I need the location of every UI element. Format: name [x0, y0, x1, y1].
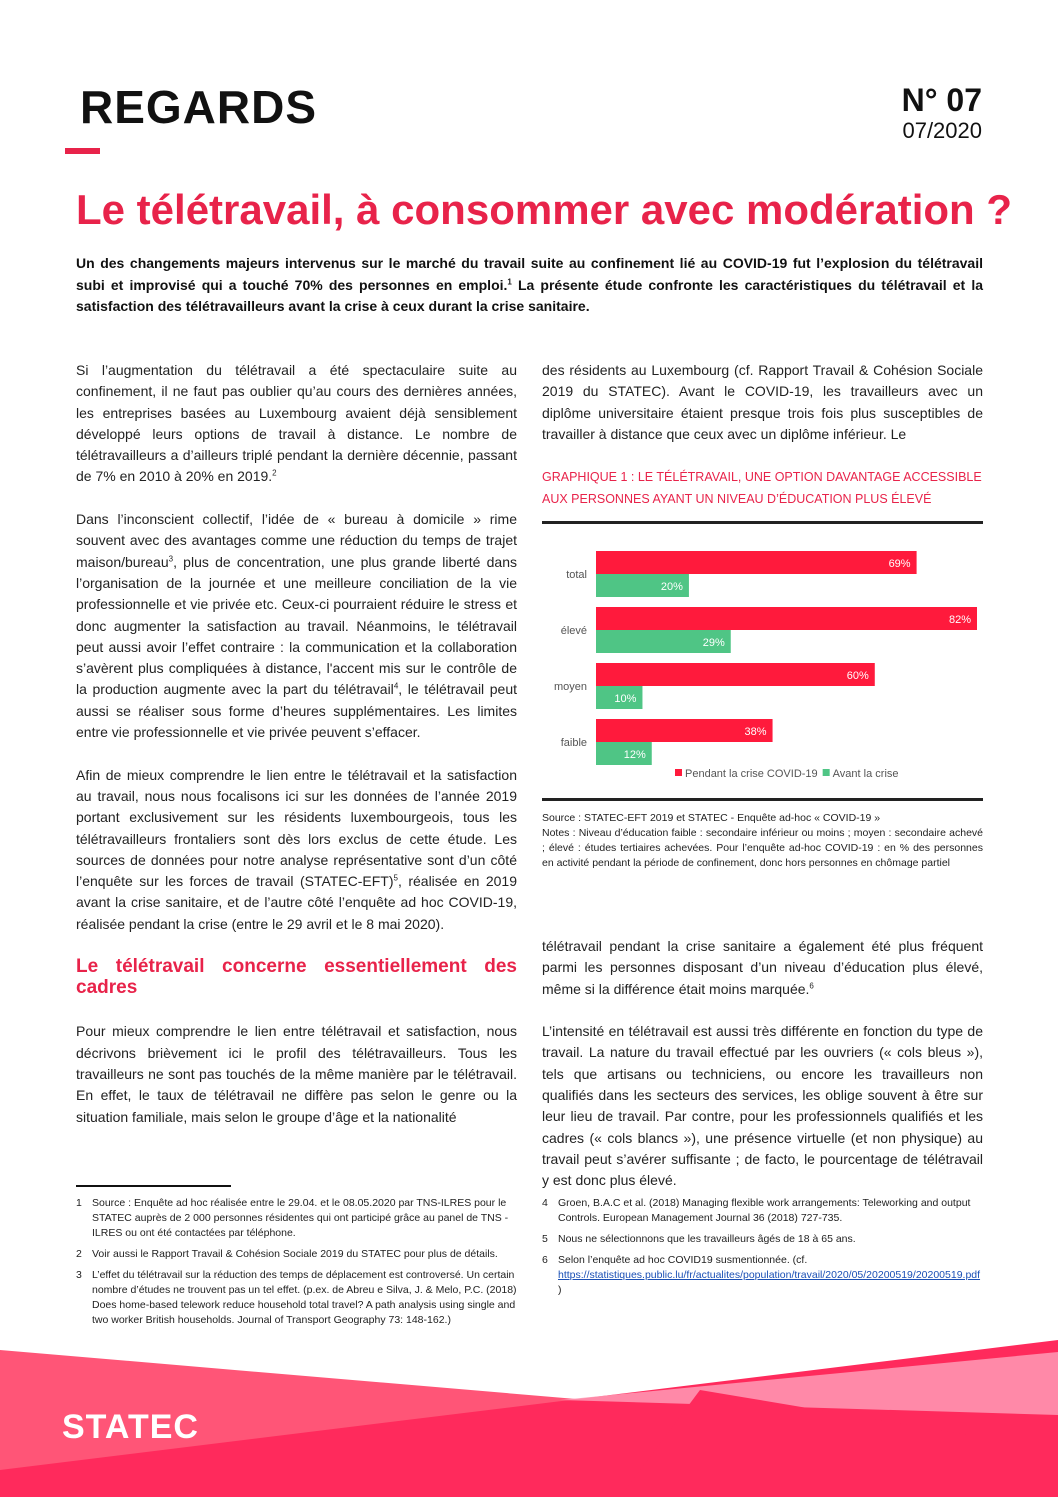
- right-top-text: des résidents au Luxembourg (cf. Rapport…: [542, 360, 983, 466]
- footnote-text: Groen, B.A.C et al. (2018) Managing flex…: [558, 1197, 971, 1224]
- bar-covid: [596, 607, 977, 630]
- footnote: 1 Source : Enquête ad hoc réalisée entre …: [76, 1196, 517, 1241]
- bar-covid: [596, 663, 875, 686]
- paragraph: Pour mieux comprendre le lien entre télé…: [76, 1023, 517, 1125]
- footnote-ref: 4: [393, 681, 399, 691]
- footnote-ref: 3: [168, 554, 174, 564]
- paragraph: L’intensité en télétravail est aussi trè…: [542, 1023, 983, 1189]
- paragraph: télétravail pendant la crise sanitaire a…: [542, 938, 983, 997]
- left-column: Si l’augmentation du télétravail a été s…: [76, 360, 517, 1149]
- bar-before: [596, 742, 652, 765]
- footnote: 2 Voir aussi le Rapport Travail & Cohésio…: [76, 1247, 517, 1262]
- lead-paragraph: Un des changements majeurs intervenus su…: [76, 253, 983, 318]
- data-label: 69%: [889, 558, 911, 570]
- category-label: élevé: [561, 625, 587, 637]
- page-title: Le télétravail, à consommer avec modérat…: [76, 186, 1013, 233]
- chart-title: GRAPHIQUE 1 : LE TÉLÉTRAVAIL, UNE OPTION…: [542, 470, 982, 506]
- chart-top-rule: [542, 521, 983, 524]
- footnote-number: 3: [76, 1269, 82, 1281]
- footnote-text: Source : Enquête ad hoc réalisée entre l…: [92, 1197, 509, 1239]
- category-label: total: [566, 569, 587, 581]
- chart-note-text: Notes : Niveau d’éducation faible : seco…: [542, 827, 983, 869]
- regards-logo: REGARDS: [80, 81, 318, 133]
- statec-logo: STATEC: [62, 1408, 199, 1446]
- footnote-number: 1: [76, 1197, 82, 1209]
- footnote-ref: 5: [393, 873, 398, 883]
- paragraph: Si l’augmentation du télétravail a été s…: [76, 362, 517, 485]
- footnotes-right: 4 Groen, B.A.C et al. (2018) Managing fle…: [542, 1196, 983, 1304]
- data-label: 29%: [703, 637, 725, 649]
- footnote: 3 L’effet du télétravail sur la réduction…: [76, 1268, 517, 1328]
- category-label: faible: [561, 737, 587, 749]
- footnote: 5 Nous ne sélectionnons que les travaille…: [542, 1232, 983, 1247]
- footnote-ref: 2: [272, 468, 277, 478]
- issue-info: N° 07 07/2020: [902, 82, 982, 144]
- paragraph: Un des changements majeurs intervenus su…: [76, 255, 983, 314]
- footnote-ref: 6: [809, 980, 814, 990]
- category-label: moyen: [554, 681, 587, 693]
- data-label: 38%: [745, 726, 767, 738]
- footnote-text: Selon l’enquête ad hoc COVID19 susmentio…: [558, 1254, 981, 1296]
- section-paragraphs: Pour mieux comprendre le lien entre télé…: [76, 1021, 517, 1127]
- bar-before: [596, 686, 643, 709]
- legend-swatch: [675, 769, 682, 776]
- chart-source: Source : STATEC-EFT 2019 et STATEC - Enq…: [542, 812, 881, 824]
- footer-banner: [0, 1340, 1058, 1497]
- chart-notes: Source : STATEC-EFT 2019 et STATEC - Enq…: [542, 811, 983, 871]
- footnote-text: L’effet du télétravail sur la réduction …: [92, 1269, 517, 1326]
- bar-covid: [596, 551, 917, 574]
- data-label: 82%: [949, 614, 971, 626]
- footnote-number: 2: [76, 1248, 82, 1260]
- paragraph: Dans l’inconscient collectif, l’idée de …: [76, 511, 518, 741]
- left-paragraphs: Si l’augmentation du télétravail a été s…: [76, 360, 517, 935]
- legend-label: Avant la crise: [833, 768, 899, 780]
- bar-before: [596, 630, 731, 653]
- paragraph: des résidents au Luxembourg (cf. Rapport…: [542, 362, 983, 442]
- footnote-text: Voir aussi le Rapport Travail & Cohésion…: [92, 1248, 498, 1260]
- paragraph: Afin de mieux comprendre le lien entre l…: [76, 766, 517, 932]
- footnote-text: Nous ne sélectionnons que les travailleu…: [558, 1233, 856, 1245]
- footnote-number: 6: [542, 1254, 548, 1266]
- issue-date: 07/2020: [902, 118, 982, 143]
- footnote-number: 4: [542, 1197, 548, 1209]
- data-label: 10%: [614, 693, 636, 705]
- data-label: 20%: [661, 581, 683, 593]
- footnote-rule: [76, 1185, 231, 1187]
- footnotes-left: 1 Source : Enquête ad hoc réalisée entre …: [76, 1196, 517, 1334]
- chart-bottom-rule: [542, 798, 983, 801]
- footnote-ref: 1: [507, 276, 512, 286]
- section-heading: Le télétravail concerne essentiellement …: [76, 956, 517, 999]
- accent-dash: [65, 148, 100, 154]
- footnote: 6 Selon l’enquête ad hoc COVID19 susmenti…: [542, 1253, 983, 1298]
- bar-covid: [596, 719, 773, 742]
- bar-chart: total 69% 20% élevé 82% 29% moyen 60% 10% faible 3…: [554, 551, 977, 780]
- issue-number: N° 07: [901, 82, 982, 118]
- footnote-link[interactable]: https://statistiques.public.lu/fr/actual…: [558, 1269, 981, 1281]
- bar-before: [596, 574, 689, 597]
- legend-label: Pendant la crise COVID-19: [685, 768, 818, 780]
- footnote-number: 5: [542, 1233, 548, 1245]
- right-bottom-text: télétravail pendant la crise sanitaire a…: [542, 936, 983, 1213]
- legend-swatch: [822, 769, 830, 776]
- data-label: 12%: [624, 749, 646, 761]
- data-label: 60%: [847, 670, 869, 682]
- footnote: 4 Groen, B.A.C et al. (2018) Managing fle…: [542, 1196, 983, 1226]
